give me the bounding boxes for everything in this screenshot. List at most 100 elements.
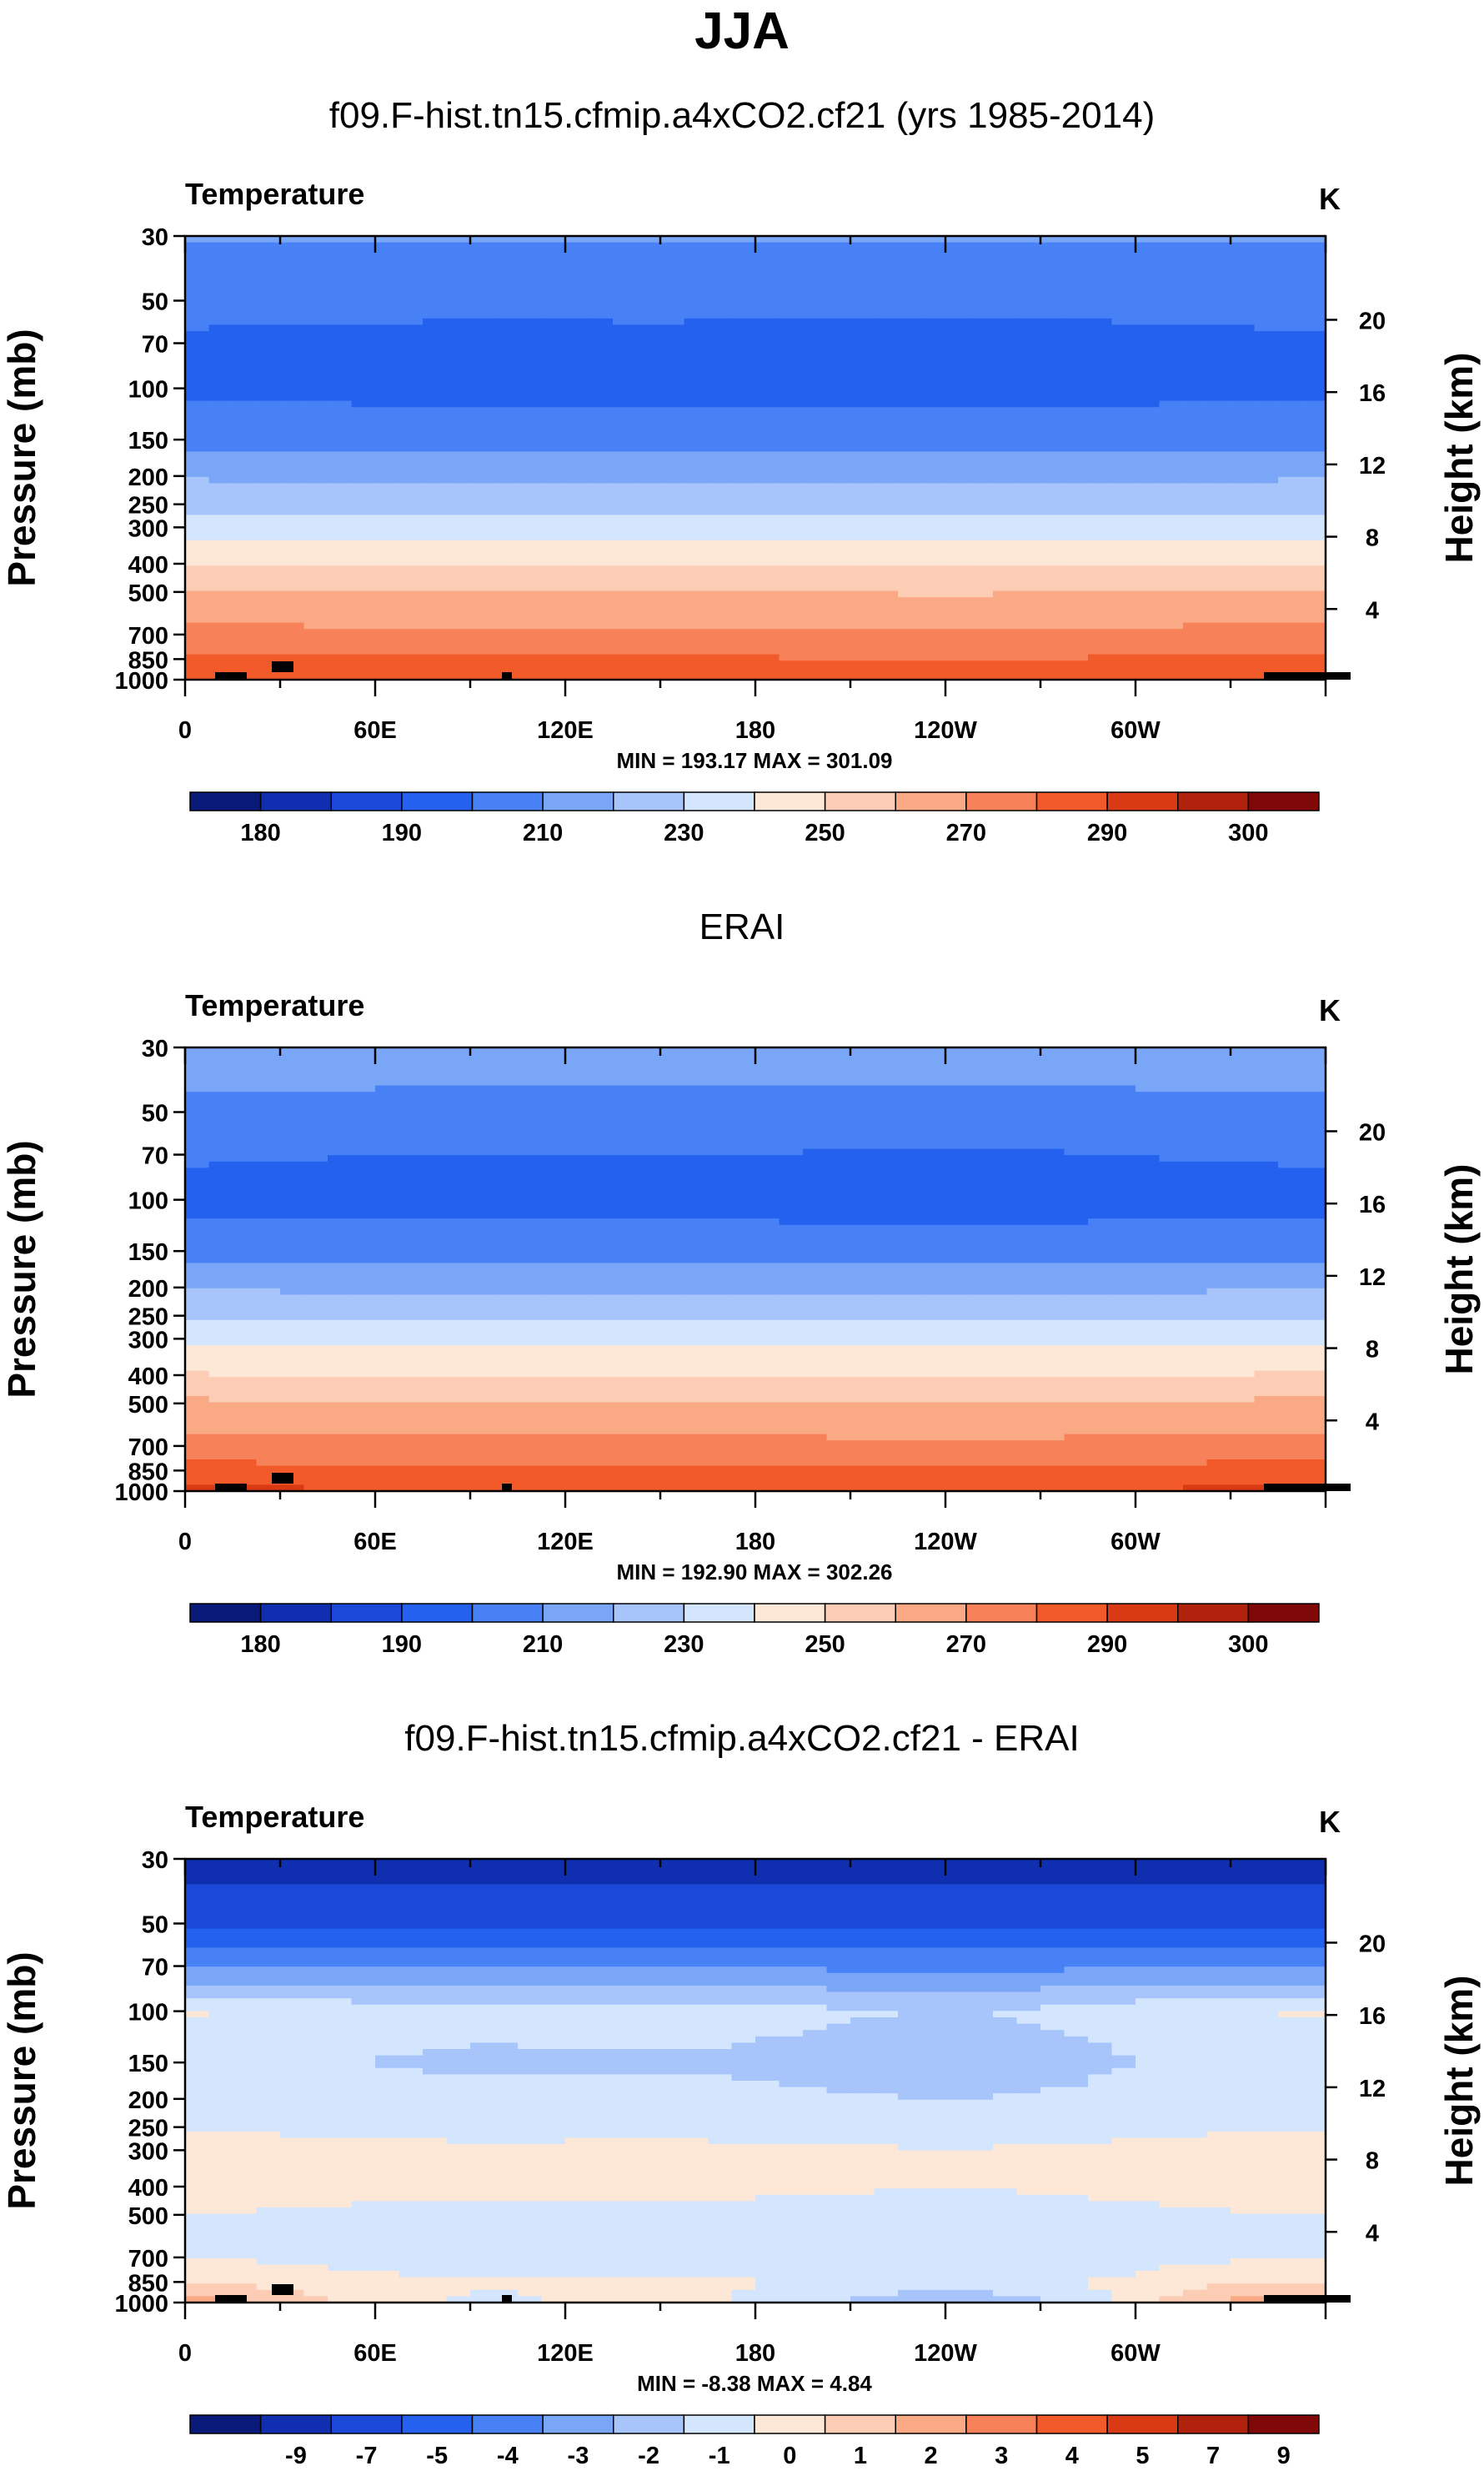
heatmap-cell	[921, 1243, 946, 1251]
heatmap-cell	[565, 464, 590, 471]
heatmap-cell	[636, 363, 661, 370]
heatmap-cell	[1136, 1231, 1161, 1238]
heatmap-cell	[779, 1079, 804, 1087]
heatmap-cell	[874, 458, 899, 465]
heatmap-cell	[779, 585, 804, 592]
heatmap-cell	[660, 571, 685, 579]
heatmap-cell	[613, 1193, 638, 1200]
heatmap-cell	[280, 1168, 305, 1175]
heatmap-cell	[1111, 1079, 1136, 1087]
heatmap-cell	[1111, 1161, 1136, 1168]
heatmap-cell	[1183, 249, 1208, 256]
heatmap-cell	[208, 476, 233, 484]
heatmap-cell	[803, 324, 828, 332]
heatmap-cell	[874, 344, 899, 351]
heatmap-cell	[565, 1066, 590, 1073]
heatmap-cell	[1088, 1206, 1113, 1213]
heatmap-cell	[755, 610, 780, 617]
heatmap-cell	[1111, 635, 1136, 642]
heatmap-cell	[399, 1053, 424, 1061]
heatmap-cell	[1278, 1193, 1303, 1200]
heatmap-cell	[1016, 654, 1041, 661]
heatmap-cell	[280, 571, 305, 579]
heatmap-cell	[945, 476, 970, 484]
heatmap-cell	[636, 249, 661, 256]
heatmap-cell	[494, 622, 519, 630]
heatmap-cell	[1136, 1047, 1161, 1055]
heatmap-cell	[708, 407, 733, 414]
heatmap-cell	[969, 349, 994, 357]
heatmap-cell	[660, 1079, 685, 1087]
heatmap-cell	[779, 635, 804, 642]
heatmap-cell	[850, 521, 875, 529]
heatmap-cell	[233, 407, 258, 414]
heatmap-cell	[969, 553, 994, 560]
heatmap-cell	[1206, 559, 1231, 566]
heatmap-cell	[1136, 571, 1161, 579]
heatmap-cell	[1088, 540, 1113, 547]
heatmap-cell	[1040, 1053, 1065, 1061]
heatmap-cell	[613, 622, 638, 630]
heatmap-cell	[921, 1079, 946, 1087]
heatmap-cell	[1301, 413, 1326, 420]
heatmap-cell	[898, 1206, 923, 1213]
heatmap-cell	[1183, 439, 1208, 446]
heatmap-cell	[660, 1111, 685, 1118]
heatmap-cell	[874, 464, 899, 471]
heatmap-cell	[233, 1117, 258, 1124]
heatmap-cell	[351, 451, 376, 459]
heatmap-cell	[1016, 363, 1041, 370]
heatmap-cell	[803, 293, 828, 300]
heatmap-cell	[969, 375, 994, 383]
heatmap-cell	[850, 515, 875, 522]
heatmap-cell	[423, 571, 448, 579]
heatmap-cell	[208, 1238, 233, 1245]
heatmap-cell	[185, 622, 210, 630]
heatmap-cell	[446, 261, 471, 269]
heatmap-cell	[1111, 515, 1136, 522]
heatmap-cell	[1016, 1231, 1041, 1238]
heatmap-cell	[850, 419, 875, 427]
heatmap-cell	[684, 648, 709, 655]
heatmap-cell	[208, 1066, 233, 1073]
heatmap-cell	[399, 1072, 424, 1080]
heatmap-cell	[1254, 1072, 1279, 1080]
heatmap-cell	[375, 1123, 400, 1131]
heatmap-cell	[589, 534, 614, 541]
heatmap-cell	[850, 585, 875, 592]
heatmap-cell	[1183, 603, 1208, 610]
heatmap-cell	[541, 363, 566, 370]
heatmap-cell	[185, 673, 210, 681]
heatmap-cell	[375, 242, 400, 249]
heatmap-cell	[185, 375, 210, 383]
heatmap-cell	[1231, 419, 1256, 427]
heatmap-cell	[518, 274, 543, 281]
heatmap-cell	[1136, 1174, 1161, 1182]
heatmap-cell	[993, 502, 1018, 510]
heatmap-cell	[969, 527, 994, 535]
heatmap-cell	[1231, 344, 1256, 351]
heatmap-cell	[613, 502, 638, 510]
heatmap-cell	[1111, 1085, 1136, 1092]
heatmap-cell	[494, 590, 519, 598]
heatmap-cell	[660, 648, 685, 655]
heatmap-cell	[779, 1117, 804, 1124]
heatmap-cell	[1254, 660, 1279, 668]
heatmap-cell	[898, 432, 923, 439]
heatmap-cell	[541, 660, 566, 668]
heatmap-cell	[518, 337, 543, 344]
heatmap-cell	[446, 1168, 471, 1175]
heatmap-cell	[779, 381, 804, 389]
heatmap-cell	[185, 1231, 210, 1238]
heatmap-cell	[731, 444, 756, 452]
heatmap-cell	[1040, 559, 1065, 566]
heatmap-cell	[518, 495, 543, 503]
heatmap-cell	[1136, 444, 1161, 452]
heatmap-cell	[945, 1155, 970, 1163]
heatmap-cell	[351, 369, 376, 376]
heatmap-cell	[779, 464, 804, 471]
heatmap-cell	[375, 495, 400, 503]
heatmap-cell	[303, 1193, 328, 1200]
heatmap-cell	[328, 635, 353, 642]
heatmap-cell	[1183, 1187, 1208, 1194]
